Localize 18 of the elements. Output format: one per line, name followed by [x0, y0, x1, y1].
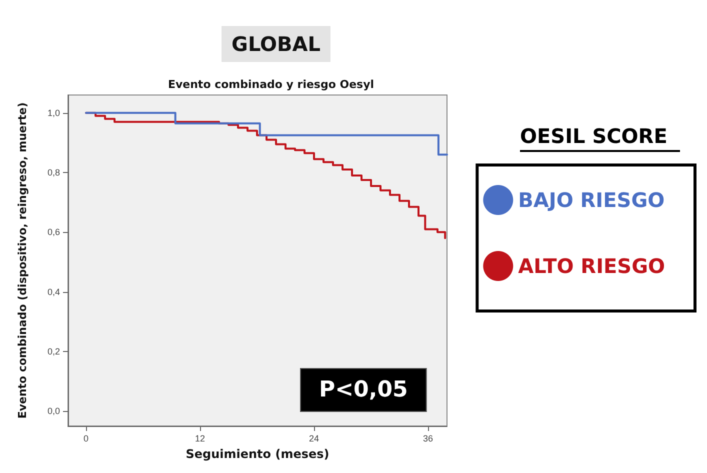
y-tick-label: 0,8 — [47, 168, 60, 178]
legend-label: ALTO RIESGO — [518, 254, 666, 278]
chart-subtitle: Evento combinado y riesgo Oesyl — [168, 78, 374, 91]
y-tick-label: 0,0 — [47, 406, 60, 416]
x-tick-label: 36 — [422, 434, 434, 444]
chart-title: GLOBAL — [232, 32, 321, 56]
y-tick-label: 0,4 — [47, 286, 60, 297]
y-tick-label: 0,6 — [47, 227, 60, 238]
x-tick-label: 12 — [195, 434, 206, 444]
y-tick-label: 1,0 — [47, 108, 60, 118]
annotation: P<0,05 — [319, 378, 408, 402]
legend-title: OESIL SCORE — [520, 124, 668, 148]
y-tick-label: 0,2 — [47, 346, 60, 356]
x-tick-label: 0 — [84, 434, 89, 444]
x-tick-label: 24 — [309, 434, 320, 444]
y-axis-title: Evento combinado (dispositivo, reingreso, muerte) — [16, 102, 29, 419]
legend-label: BAJO RIESGO — [518, 188, 665, 212]
x-axis-title: Seguimiento (meses) — [186, 447, 330, 461]
